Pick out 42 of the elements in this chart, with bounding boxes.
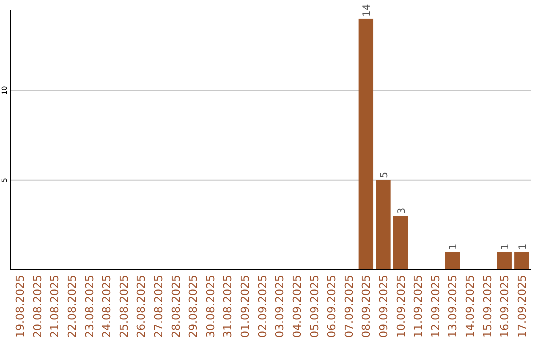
- x-tick-label: 30.08.2025: [204, 275, 218, 338]
- x-tick-label: 11.09.2025: [412, 275, 426, 338]
- x-tick-label: 26.08.2025: [135, 275, 148, 338]
- x-tick-label: 07.09.2025: [342, 275, 356, 338]
- data-label: 3: [396, 208, 408, 214]
- data-label: 1: [518, 244, 529, 250]
- x-tick-label: 22.08.2025: [66, 275, 79, 338]
- bar: [514, 252, 530, 270]
- bar: [445, 252, 460, 270]
- x-tick-label: 31.08.2025: [222, 275, 235, 338]
- x-tick-label: 17.09.2025: [516, 275, 529, 338]
- data-label: 5: [379, 172, 390, 178]
- x-tick-label: 27.08.2025: [152, 275, 166, 338]
- data-label: 14: [362, 4, 374, 17]
- data-label: 1: [500, 244, 512, 250]
- data-label: 1: [448, 244, 460, 250]
- x-tick-label: 14.09.2025: [464, 275, 477, 338]
- x-tick-label: 25.08.2025: [118, 275, 131, 338]
- bar: [358, 18, 374, 270]
- bar: [376, 180, 391, 270]
- x-tick-label: 01.09.2025: [239, 275, 252, 338]
- x-tick-label: 08.09.2025: [360, 275, 374, 338]
- bar: [497, 252, 512, 270]
- x-tick-label: 02.09.2025: [256, 275, 270, 338]
- x-tick-label: 28.08.2025: [170, 275, 183, 338]
- x-tick-label: 15.09.2025: [481, 275, 494, 338]
- x-tick-label: 16.09.2025: [498, 275, 512, 338]
- x-tick-label: 06.09.2025: [326, 275, 339, 338]
- x-tick-label: 20.08.2025: [31, 275, 44, 338]
- x-tick-label: 13.09.2025: [446, 275, 460, 338]
- x-tick-label: 04.09.2025: [290, 275, 304, 338]
- x-tick-label: 03.09.2025: [274, 275, 287, 338]
- x-tick-label: 09.09.2025: [377, 275, 390, 338]
- x-tick-label: 12.09.2025: [429, 275, 442, 338]
- x-tick-label: 29.08.2025: [187, 275, 200, 338]
- bar: [393, 216, 408, 270]
- x-tick-label: 10.09.2025: [394, 275, 408, 338]
- x-tick-label: 19.08.2025: [14, 275, 28, 338]
- x-tick-label: 21.08.2025: [48, 275, 62, 338]
- x-tick-label: 24.08.2025: [100, 275, 114, 338]
- x-tick-label: 05.09.2025: [308, 275, 322, 338]
- x-tick-label: 23.08.2025: [83, 275, 96, 338]
